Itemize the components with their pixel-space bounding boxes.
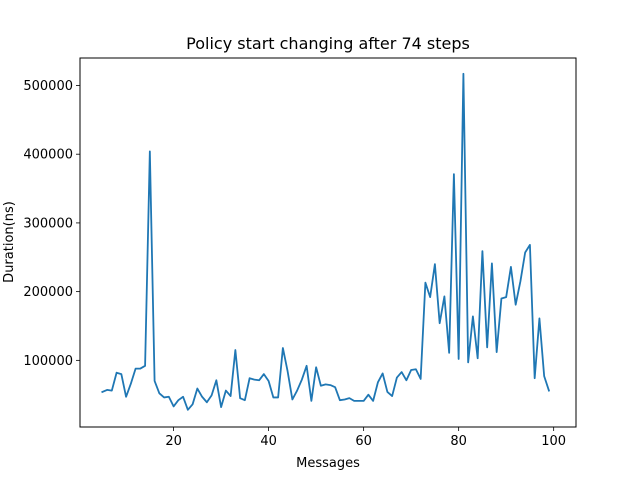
x-tick-label: 80 <box>450 434 467 449</box>
x-tick-label: 100 <box>541 434 566 449</box>
x-tick-label: 40 <box>260 434 277 449</box>
x-axis-label: Messages <box>296 456 360 471</box>
y-tick-label: 500000 <box>23 79 73 94</box>
chart-title: Policy start changing after 74 steps <box>186 34 470 53</box>
y-axis-label: Duration(ns) <box>2 201 17 283</box>
y-tick-label: 200000 <box>23 285 73 300</box>
y-tick-label: 300000 <box>23 216 73 231</box>
series-line <box>101 72 551 411</box>
x-tick-label: 60 <box>355 434 372 449</box>
plot-frame <box>79 57 577 428</box>
axis-ticks: 20 40 60 80 100 100000 200000 300000 400000 50000… <box>23 79 566 449</box>
x-tick-label: 20 <box>165 434 182 449</box>
y-tick-label: 400000 <box>23 148 73 163</box>
y-tick-label: 100000 <box>23 354 73 369</box>
